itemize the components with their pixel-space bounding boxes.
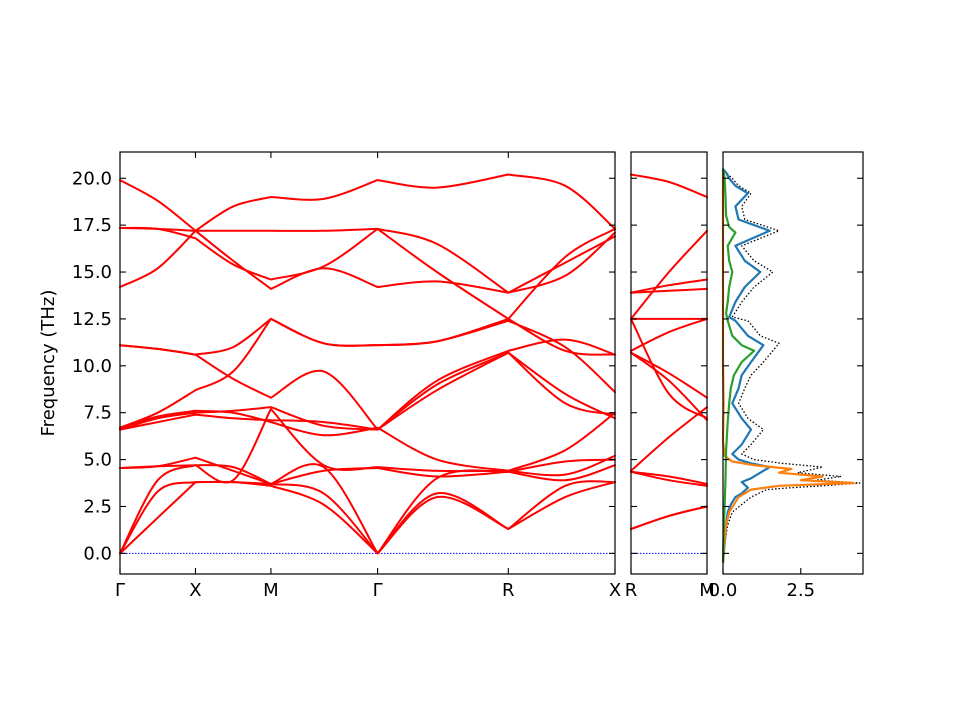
- y-tick-label: 17.5: [72, 215, 112, 236]
- rm-band-line-7: [630, 351, 708, 399]
- dos-x-tick-label: 0.0: [709, 580, 738, 601]
- dos-panel-frame: [722, 151, 864, 575]
- band-line-15: [119, 173, 616, 232]
- band-structure-frame: [119, 151, 616, 575]
- rm-band-line-4: [630, 470, 708, 485]
- y-tick-label: 2.5: [83, 496, 112, 517]
- x-tick-label: X: [609, 580, 621, 601]
- y-tick-label: 0.0: [83, 543, 112, 564]
- dos-curve-2: [721, 168, 771, 563]
- y-axis-ticks: 0.0 2.5 5.0 7.5 10.0 12.5 15.0 17.5 20.0: [72, 168, 615, 564]
- y-axis-ticks-rm: [631, 177, 707, 554]
- x-tick-label: M: [263, 580, 279, 601]
- band-line-2: [119, 480, 616, 555]
- band-line-5: [119, 408, 616, 484]
- rm-band-line-14: [630, 173, 708, 198]
- x-tick-label: Γ: [373, 580, 383, 601]
- rm-band-line-2: [630, 505, 708, 530]
- partial-dos-panel: 0.0 2.5: [709, 151, 864, 601]
- rm-x-tick-label: R: [625, 580, 638, 601]
- dos-curve-1: [722, 168, 861, 563]
- band-line-3: [119, 458, 616, 555]
- phonon-bands-rm: [630, 173, 708, 530]
- band-line-12: [119, 229, 616, 294]
- y-tick-label: 20.0: [72, 168, 112, 189]
- y-tick-label: 15.0: [72, 262, 112, 283]
- y-tick-label: 7.5: [83, 403, 112, 424]
- x-tick-label: Γ: [115, 580, 125, 601]
- y-tick-label: 5.0: [83, 450, 112, 471]
- y-tick-label: 12.5: [72, 309, 112, 330]
- dos-x-tick-label: 2.5: [786, 580, 815, 601]
- x-tick-label: R: [502, 580, 515, 601]
- band-line-14: [119, 227, 616, 320]
- dos-curve-4: [721, 168, 756, 563]
- rm-band-line-10: [630, 317, 708, 352]
- rm-x-tick-label: M: [699, 580, 715, 601]
- rm-band-line-12: [630, 278, 708, 294]
- phonon-bands: [119, 173, 616, 555]
- rm-panel-frame: [630, 151, 708, 575]
- rm-band-line-11: [630, 287, 708, 294]
- x-tick-label: X: [189, 580, 201, 601]
- rm-band-line-8: [630, 317, 708, 420]
- y-axis-ticks-dos: [723, 177, 863, 554]
- rm-band-line-13: [630, 229, 708, 320]
- band-line-11: [119, 317, 616, 394]
- y-tick-label: 10.0: [72, 356, 112, 377]
- y-axis-label: Frequency (THz): [38, 290, 59, 437]
- band-line-6: [119, 351, 616, 431]
- rm-band-line-6: [630, 351, 708, 422]
- band-line-7: [119, 351, 616, 431]
- band-line-8: [119, 409, 616, 472]
